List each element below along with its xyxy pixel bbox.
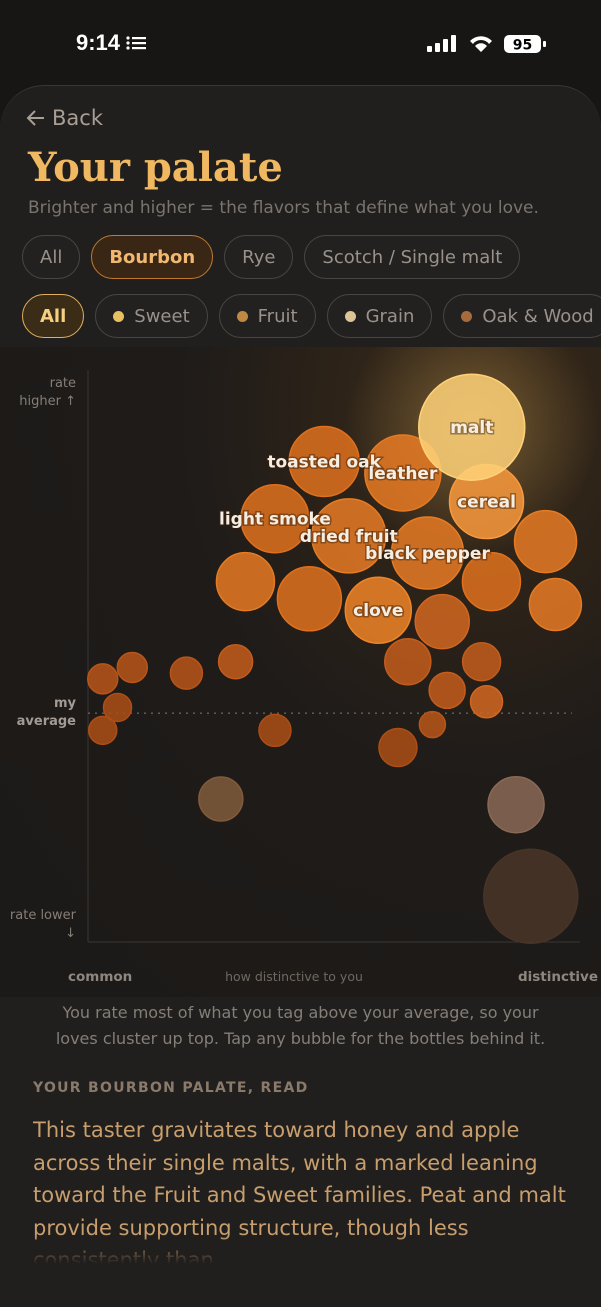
bubble[interactable] xyxy=(418,710,447,739)
bubble[interactable] xyxy=(240,483,310,554)
x-tick-label: distinctive xyxy=(518,969,598,985)
filter-chip[interactable]: All xyxy=(22,235,81,279)
filter-label: All xyxy=(40,305,67,327)
bubble[interactable] xyxy=(384,637,432,686)
bubble-label: black pepper xyxy=(365,544,490,564)
section-body: This taster gravitates toward honey and … xyxy=(33,1118,566,1264)
bubble[interactable] xyxy=(116,651,149,684)
bubble[interactable] xyxy=(102,692,133,723)
bubble[interactable] xyxy=(378,727,418,768)
filter-label: Sweet xyxy=(134,305,190,327)
filter-chip[interactable]: Rye xyxy=(224,235,294,279)
back-arrow xyxy=(26,110,44,126)
bubble[interactable] xyxy=(469,685,504,719)
family-dot xyxy=(344,310,356,322)
filter-chip[interactable]: Sweet xyxy=(95,294,208,338)
page-subtitle: Brighter and higher = the flavors that d… xyxy=(28,198,539,218)
bubble-label: leather xyxy=(368,464,438,484)
filter-label: Oak & Wood xyxy=(482,305,594,327)
bubble[interactable] xyxy=(461,641,502,682)
palate-chart: common distinctive how distinctive to you l… xyxy=(0,300,601,997)
back-label: Back xyxy=(52,106,103,130)
section-heading: YOUR BOURBON PALATE, READ xyxy=(33,1080,309,1096)
filter-label: Fruit xyxy=(257,305,298,327)
x-axis-title: how distinctive to you xyxy=(225,969,363,984)
bubble[interactable] xyxy=(88,715,118,746)
filter-chip[interactable]: All xyxy=(22,294,85,338)
bubble[interactable] xyxy=(258,713,292,748)
bubble-label: malt xyxy=(450,418,493,438)
bubble[interactable] xyxy=(276,566,343,632)
bubble[interactable] xyxy=(528,577,583,632)
filter-label: Scotch / Single malt xyxy=(322,246,503,268)
filter-chip[interactable]: Bourbon xyxy=(91,235,214,279)
bubble[interactable] xyxy=(198,776,244,822)
family-dot xyxy=(113,310,125,322)
bubble[interactable] xyxy=(513,509,578,574)
bubble[interactable] xyxy=(364,434,442,512)
y-tick-label: rate higher ↑ xyxy=(19,375,76,409)
filter-chip[interactable]: Fruit xyxy=(218,294,316,338)
filter-label: Rye xyxy=(242,246,276,268)
status-icons: 95 xyxy=(427,35,546,54)
page-title: Your palate xyxy=(28,144,283,191)
clock: 9:14 xyxy=(76,30,148,56)
filter-label: All xyxy=(40,246,63,268)
bubble-label: light smoke xyxy=(219,510,331,530)
bubble[interactable] xyxy=(487,775,545,834)
chart-caption: You rate most of what you tag above your… xyxy=(55,1003,546,1048)
filter-label: Bourbon xyxy=(109,246,196,268)
bubble-label: dried fruit xyxy=(300,527,398,547)
time: 9:14 xyxy=(76,30,121,55)
bubble[interactable] xyxy=(215,551,276,612)
y-tick-label: rate lower ↓ xyxy=(9,907,76,941)
bubble[interactable] xyxy=(483,848,579,944)
battery-level: 95 xyxy=(513,38,532,54)
bubble[interactable] xyxy=(87,663,119,695)
filter-chip[interactable]: Oak & Wood xyxy=(443,294,601,338)
bubble[interactable] xyxy=(217,643,254,680)
bubble[interactable] xyxy=(311,498,387,574)
bubble[interactable] xyxy=(169,656,204,690)
bubble[interactable] xyxy=(414,593,470,650)
filter-chip[interactable]: Grain xyxy=(326,294,433,338)
bubble-chart: common distinctive how distinctive to you l… xyxy=(68,300,599,985)
average-label: my average xyxy=(16,696,76,730)
bubble-label: clove xyxy=(353,601,403,621)
bubble[interactable] xyxy=(288,425,360,498)
bubble[interactable] xyxy=(390,516,465,590)
bubble[interactable] xyxy=(344,576,413,644)
x-tick-label: common xyxy=(68,969,132,985)
bubble-label: cereal xyxy=(457,493,516,513)
bubble-label: toasted oak xyxy=(267,453,381,473)
spirit-filters: All Bourbon Rye Scotch / Single malt xyxy=(22,235,521,279)
family-dot xyxy=(236,310,248,322)
bubble[interactable] xyxy=(461,551,522,612)
filter-chip[interactable]: Scotch / Single malt xyxy=(304,235,521,279)
bubble[interactable] xyxy=(428,671,466,710)
status-bar: 9:14 95 xyxy=(0,0,601,85)
back-button[interactable]: Back xyxy=(26,106,103,130)
focus-icon xyxy=(126,36,147,50)
filter-label: Grain xyxy=(365,305,415,327)
family-dot xyxy=(461,310,473,322)
family-filters: All Sweet Fruit Grain Oak & Wood xyxy=(22,294,601,338)
bubble[interactable] xyxy=(418,373,526,481)
